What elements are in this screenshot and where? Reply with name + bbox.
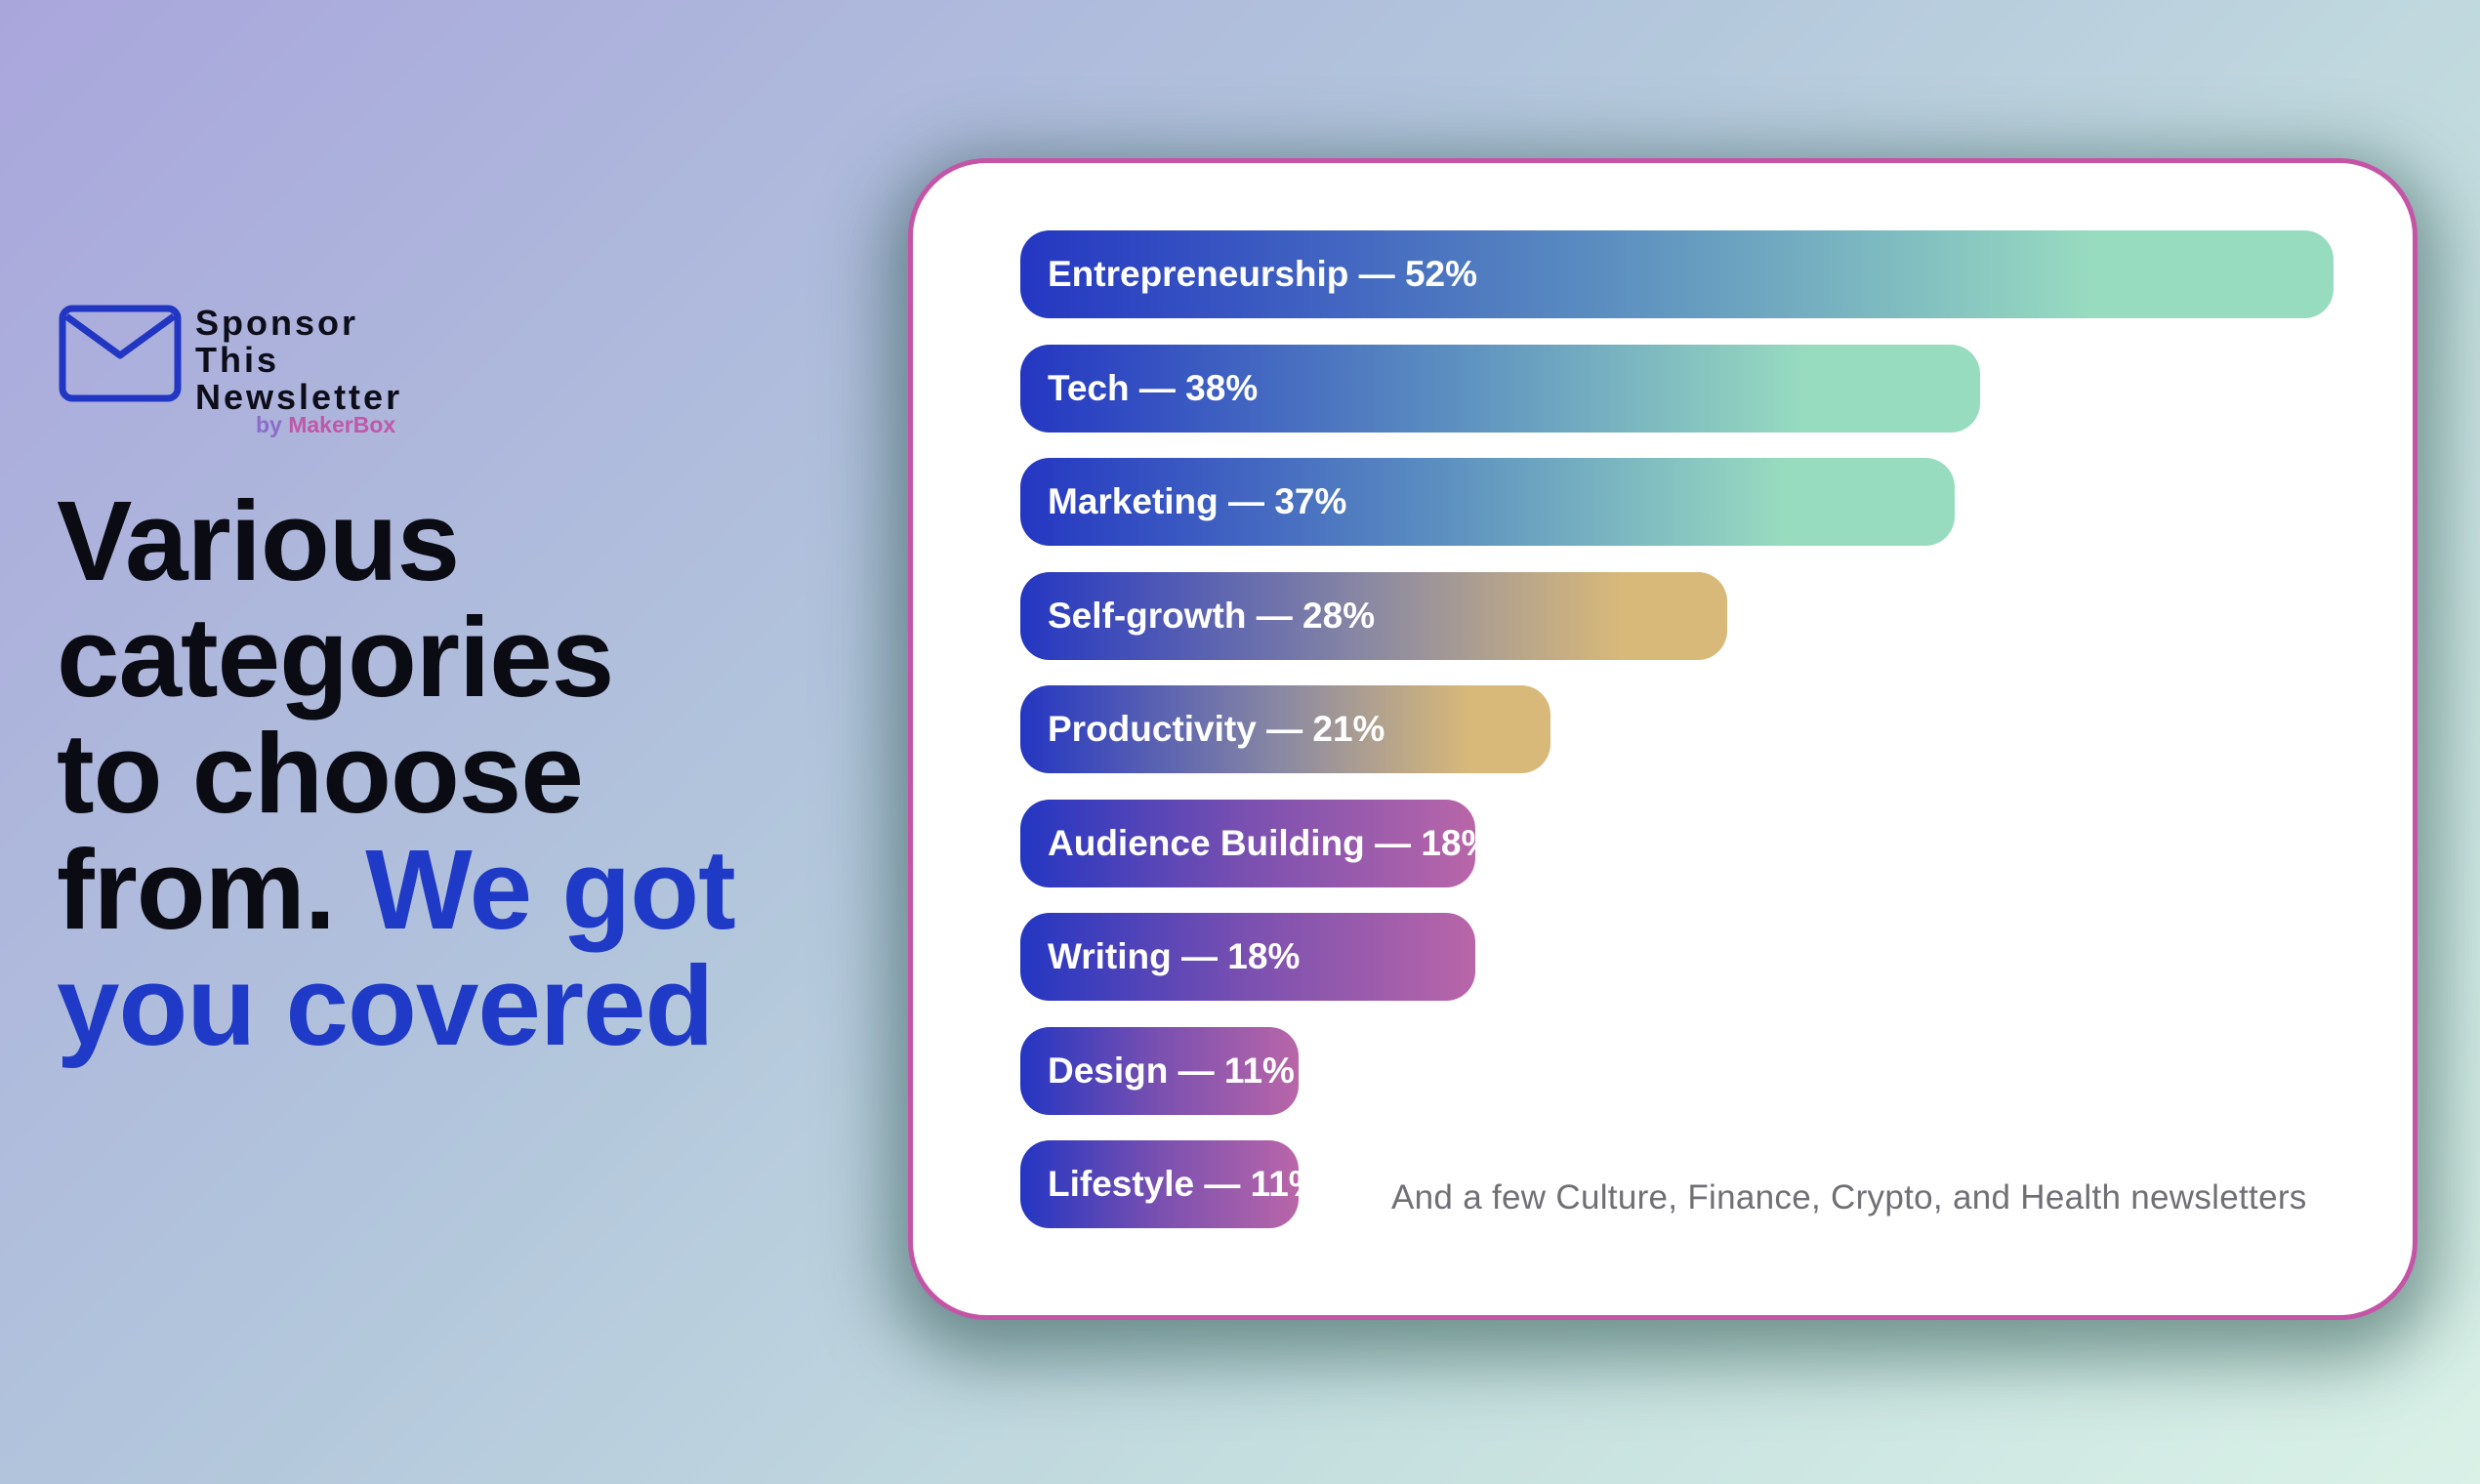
logo-line: Sponsor	[195, 303, 359, 343]
headline: Various categories to choose from. We go…	[57, 483, 896, 1064]
bar-label: Writing — 18%	[1048, 936, 1301, 976]
bar-audience-building: Audience Building — 18%	[1020, 800, 1493, 887]
bar-tech: Tech — 38%	[1020, 345, 1980, 433]
chart-card: Entrepreneurship — 52% Tech — 38% Marketin…	[908, 158, 2418, 1320]
bar-label: Marketing — 37%	[1048, 481, 1347, 521]
headline-line: categories	[57, 594, 614, 721]
headline-text: from.	[57, 826, 336, 953]
logo-line: This	[195, 340, 280, 380]
bar-self-growth: Self-growth — 28%	[1020, 572, 1727, 660]
headline-line: Various	[57, 477, 460, 604]
bar-label: Entrepreneurship — 52%	[1048, 254, 1478, 294]
logo-wordmark: Sponsor This Newsletter	[195, 305, 402, 416]
bar-label: Tech — 38%	[1048, 368, 1259, 408]
bar-label: Design — 11%	[1048, 1051, 1295, 1091]
bar-label: Self-growth — 28%	[1048, 596, 1376, 636]
logo-line: Newsletter	[195, 377, 403, 417]
logo: Sponsor This Newsletter by MakerBox	[59, 305, 402, 437]
envelope-icon	[59, 305, 182, 402]
bar-label: Audience Building — 18%	[1048, 823, 1494, 863]
bar-productivity: Productivity — 21%	[1020, 685, 1550, 773]
logo-by-text: by	[256, 412, 282, 437]
bar-design: Design — 11%	[1020, 1027, 1299, 1115]
headline-accent: We got	[365, 826, 735, 953]
bar-chart: Entrepreneurship — 52% Tech — 38% Marketin…	[913, 163, 2413, 1315]
headline-line: from. We got	[57, 832, 896, 948]
bar-lifestyle: Lifestyle — 11%	[1020, 1140, 1321, 1228]
bar-label: Productivity — 21%	[1048, 709, 1385, 749]
bar-writing: Writing — 18%	[1020, 913, 1475, 1001]
bar-entrepreneurship: Entrepreneurship — 52%	[1020, 230, 2334, 318]
logo-byline: by MakerBox	[256, 412, 395, 438]
headline-line: to choose	[57, 710, 584, 837]
bar-marketing: Marketing — 37%	[1020, 458, 1955, 546]
logo-brand: MakerBox	[288, 412, 396, 437]
chart-note: And a few Culture, Finance, Crypto, and …	[1391, 1178, 2307, 1216]
bar-label: Lifestyle — 11%	[1048, 1164, 1321, 1204]
headline-accent: you covered	[57, 942, 714, 1069]
